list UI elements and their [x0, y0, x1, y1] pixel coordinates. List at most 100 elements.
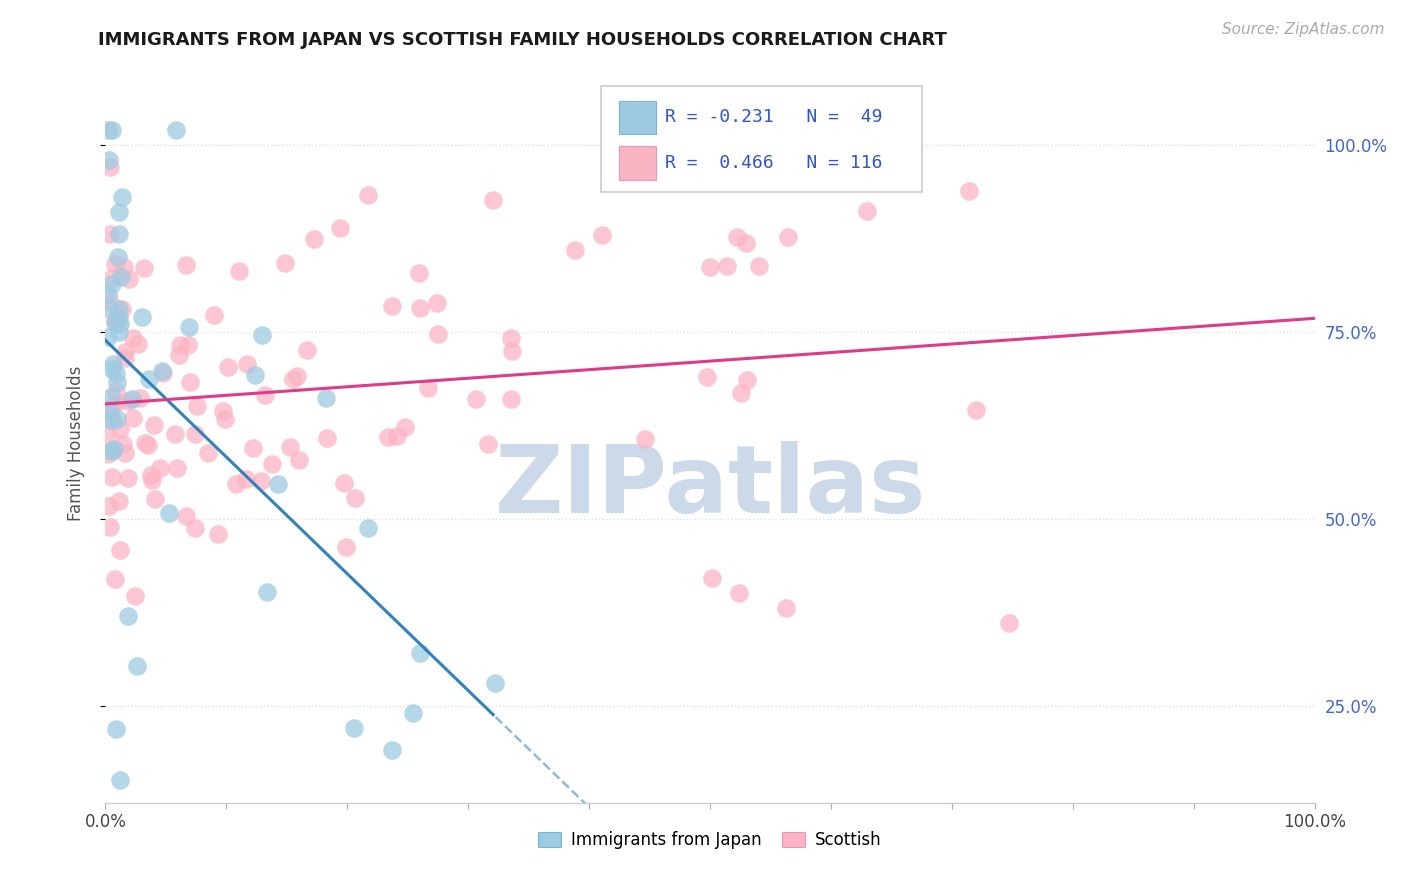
Point [97, 287, 120, 301]
Point [197, 445, 219, 459]
Point [315, 391, 337, 405]
Point [100, 277, 122, 292]
Point [499, 392, 522, 406]
Text: ZIPatlas: ZIPatlas [495, 441, 925, 533]
Point [716, 260, 738, 274]
Point [343, 491, 366, 505]
Point [121, 411, 143, 425]
Point [117, 394, 139, 409]
Point [104, 257, 127, 271]
Point [117, 609, 139, 624]
Point [108, 543, 131, 558]
Point [228, 263, 250, 277]
Point [183, 521, 205, 535]
Point [725, 230, 748, 244]
Point [174, 258, 197, 272]
Point [250, 474, 273, 488]
Point [735, 235, 758, 250]
Point [409, 646, 432, 660]
Point [408, 301, 430, 315]
Point [98, 500, 121, 514]
Point [266, 477, 288, 491]
Point [256, 585, 278, 599]
Point [217, 360, 239, 375]
Point [273, 256, 295, 270]
Point [107, 250, 129, 264]
Point [134, 436, 156, 450]
Point [235, 471, 257, 485]
Point [401, 706, 423, 720]
Point [107, 493, 129, 508]
Point [127, 336, 149, 351]
Point [141, 473, 163, 487]
Point [104, 722, 127, 736]
Point [117, 471, 139, 485]
Point [100, 361, 122, 376]
Point [101, 271, 124, 285]
Point [138, 372, 160, 386]
Point [104, 313, 127, 327]
Point [108, 773, 131, 788]
Point [186, 400, 208, 414]
Text: R =  0.466   N = 116: R = 0.466 N = 116 [665, 154, 883, 172]
Text: R = -0.231   N =  49: R = -0.231 N = 49 [665, 108, 883, 126]
Point [381, 299, 404, 313]
Point [96, 447, 118, 461]
Point [183, 426, 205, 441]
Point [121, 331, 143, 345]
Point [100, 401, 122, 416]
Point [121, 392, 143, 406]
Point [179, 376, 201, 390]
Point [735, 373, 758, 387]
Point [105, 394, 128, 409]
Point [105, 376, 128, 390]
Point [426, 326, 449, 341]
Point [177, 338, 200, 352]
Point [728, 586, 751, 600]
Point [957, 185, 980, 199]
Point [477, 437, 499, 451]
Point [775, 601, 797, 615]
Point [117, 272, 139, 286]
Bar [620, 146, 655, 179]
Point [103, 442, 125, 456]
Point [856, 203, 879, 218]
Point [101, 414, 124, 428]
Point [235, 357, 257, 371]
Point [174, 509, 197, 524]
Point [965, 403, 987, 417]
Point [426, 295, 449, 310]
Point [357, 188, 380, 202]
Point [111, 437, 134, 451]
Point [997, 616, 1019, 631]
Point [104, 384, 127, 398]
Point [114, 351, 136, 366]
Point [253, 388, 276, 402]
Point [262, 458, 284, 472]
Point [356, 520, 378, 534]
Point [152, 366, 174, 380]
Point [465, 392, 488, 406]
Point [100, 390, 122, 404]
Point [591, 227, 613, 242]
Point [100, 444, 122, 458]
Point [315, 431, 337, 445]
Point [381, 743, 404, 757]
Bar [620, 101, 655, 134]
Point [97, 122, 120, 136]
Point [98, 294, 121, 309]
Point [132, 260, 155, 275]
Point [165, 122, 187, 136]
Point [285, 369, 308, 384]
Point [281, 372, 304, 386]
Point [243, 368, 266, 382]
Point [166, 460, 188, 475]
Text: IMMIGRANTS FROM JAPAN VS SCOTTISH FAMILY HOUSEHOLDS CORRELATION CHART: IMMIGRANTS FROM JAPAN VS SCOTTISH FAMILY… [98, 31, 948, 49]
Point [169, 338, 191, 352]
Point [242, 442, 264, 456]
Point [112, 260, 135, 274]
Point [377, 430, 399, 444]
Point [501, 343, 523, 358]
Point [104, 316, 127, 330]
Point [482, 193, 505, 207]
